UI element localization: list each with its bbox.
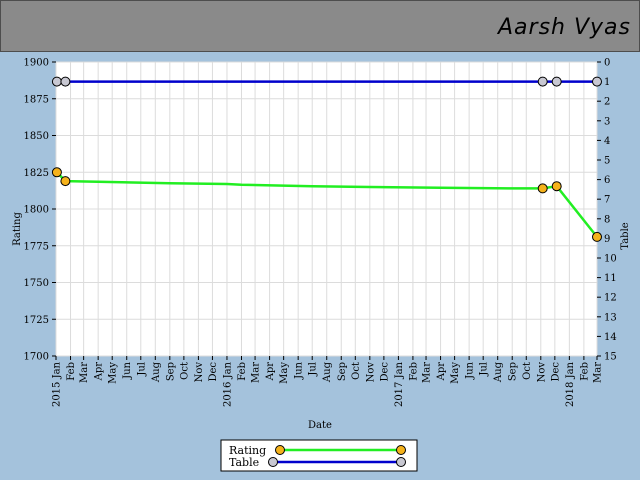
axes: 2015 Jan Feb Mar Apr May Jun Jul Aug Sep Oct Nov De… [24,58,617,408]
y2-tick-label: 4 [604,136,610,147]
x-tick-label: 2016 Jan [222,361,233,407]
y2-axis-label: Table [620,222,631,249]
x-tick-label: May [108,362,119,384]
legend: Rating Table [220,439,418,472]
x-tick-label: Aug [151,361,162,383]
y-tick-label: 1825 [24,168,49,179]
y2-tick-label: 9 [604,234,610,245]
legend-marker-rating-end [396,445,406,455]
rating-point [551,181,562,192]
legend-marker-rating-start [275,445,285,455]
x-tick-label: Sep [337,362,348,381]
x-tick-label: Nov [536,362,547,383]
x-tick-label: Dec [550,362,561,382]
x-tick-label: Jul [136,362,147,377]
y2-tick-label: 14 [604,332,617,343]
legend-box [220,439,418,472]
table-point [51,76,62,87]
y-tick-label: 1800 [24,205,49,216]
x-tick-label: Sep [165,362,176,381]
x-tick-label: Apr [265,362,276,382]
header-bar: Aarsh Vyas [0,0,640,52]
rating-point [592,231,602,242]
x-tick-label: Aug [322,361,333,383]
y2-tick-label: 3 [604,116,610,127]
y2-tick-label: 6 [604,175,610,186]
x-tick-label: Nov [365,362,376,383]
x-tick-label: Mar [593,362,604,383]
y2-tick-label: 12 [604,293,617,304]
y-tick-label: 1700 [24,352,49,363]
x-tick-label: Apr [94,362,105,382]
rating-point [51,167,62,178]
x-tick-label: Jun [465,361,476,379]
x-tick-label: Jun [122,361,133,379]
y2-tick-label: 13 [604,312,617,323]
x-axis-label: Date [308,420,332,431]
x-tick-label: Apr [436,362,447,382]
legend-marker-table-start [268,457,278,467]
x-tick-label: Mar [251,362,262,383]
x-tick-label: Sep [508,362,519,381]
x-tick-label: 2018 Jan [565,361,576,407]
y-tick-label: 1750 [24,278,49,289]
x-tick-label: Nov [194,362,205,383]
y2-tick-label: 1 [604,77,610,88]
rating-point [60,176,71,187]
table-point [592,76,602,87]
legend-label-rating: Rating [229,444,266,457]
x-tick-label: Feb [66,362,77,381]
y-tick-label: 1900 [24,58,49,69]
x-tick-label: Oct [179,362,190,380]
y2-tick-label: 10 [604,254,617,265]
x-tick-label: Mar [79,362,90,383]
y2-tick-label: 2 [604,97,610,108]
y2-tick-label: 15 [604,352,617,363]
player-name: Aarsh Vyas [498,15,631,40]
x-tick-label: Dec [208,362,219,382]
y2-tick-label: 5 [604,156,610,167]
x-tick-label: Oct [351,362,362,380]
y-tick-label: 1725 [24,315,49,326]
table-point [551,76,562,87]
y2-tick-label: 7 [604,195,610,206]
x-tick-label: Aug [493,361,504,383]
x-tick-label: May [450,362,461,384]
legend-label-table: Table [229,456,259,469]
series-markers [51,76,602,242]
x-tick-label: May [279,362,290,384]
x-tick-label: Feb [579,362,590,381]
grid [55,61,598,357]
x-tick-label: Dec [379,362,390,382]
x-tick-label: Feb [237,362,248,381]
legend-marker-table-end [396,457,406,467]
table-point [60,76,71,87]
y-tick-label: 1875 [24,94,49,105]
rating-point [537,183,548,194]
x-tick-label: 2015 Jan [52,361,63,407]
y-tick-label: 1775 [24,241,49,252]
x-tick-label: Jul [308,362,319,377]
x-tick-label: Feb [408,362,419,381]
x-tick-label: Mar [422,362,433,383]
x-tick-label: 2017 Jan [394,361,405,407]
y-axis-label: Rating [12,212,23,246]
y2-tick-label: 11 [604,273,617,284]
y-tick-label: 1850 [24,131,49,142]
x-tick-label: Jun [294,361,305,379]
table-point [537,76,548,87]
y2-tick-label: 8 [604,214,610,225]
x-tick-label: Oct [522,362,533,380]
y2-tick-label: 0 [604,58,610,69]
x-tick-label: Jul [479,362,490,377]
